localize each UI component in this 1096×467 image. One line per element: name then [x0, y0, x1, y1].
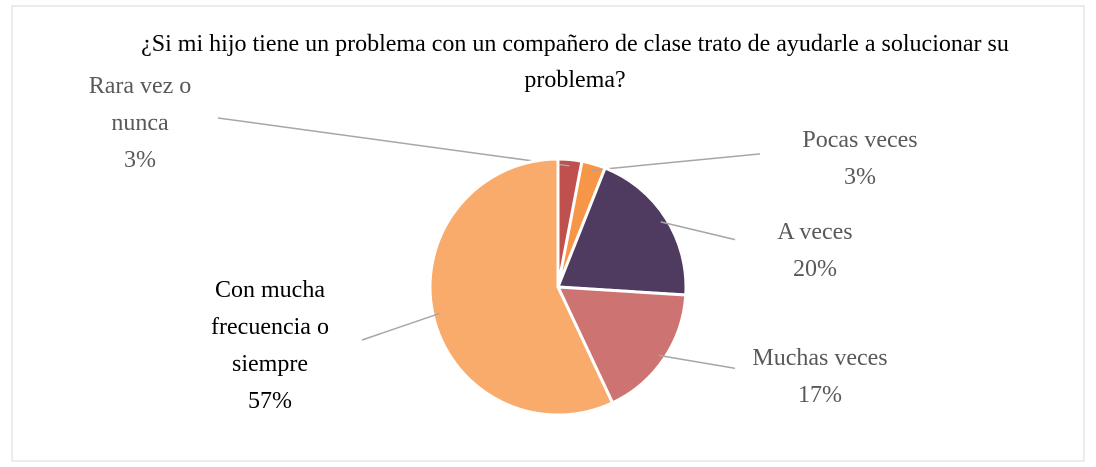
pie-slice — [555, 166, 688, 297]
data-label: Pocas veces 3% — [760, 122, 960, 196]
leader-line — [361, 312, 440, 341]
value-label: 3% — [124, 147, 156, 173]
leader-line — [591, 151, 781, 171]
data-label: Con mucha frecuencia o siempre 57% — [180, 272, 360, 420]
category-label: Con mucha frecuencia o siempre — [211, 277, 329, 377]
value-label: 57% — [248, 388, 292, 414]
pie-slice — [555, 285, 688, 405]
data-label: Muchas veces 17% — [735, 340, 905, 414]
value-label: 20% — [793, 256, 837, 282]
category-label: Rara vez o nunca — [88, 73, 192, 136]
leader-line — [217, 117, 570, 167]
value-label: 17% — [798, 382, 842, 408]
chart-title: ¿Si mi hijo tiene un problema con un com… — [141, 31, 1009, 93]
data-label: A veces 20% — [735, 214, 895, 288]
category-label: Muchas veces — [752, 345, 888, 371]
leader-line — [658, 354, 746, 371]
leader-line — [660, 221, 746, 243]
value-label: 3% — [844, 164, 876, 190]
category-label: A veces — [777, 219, 853, 245]
category-label: Pocas veces — [802, 127, 918, 153]
data-label: Rara vez o nunca 3% — [65, 68, 215, 179]
